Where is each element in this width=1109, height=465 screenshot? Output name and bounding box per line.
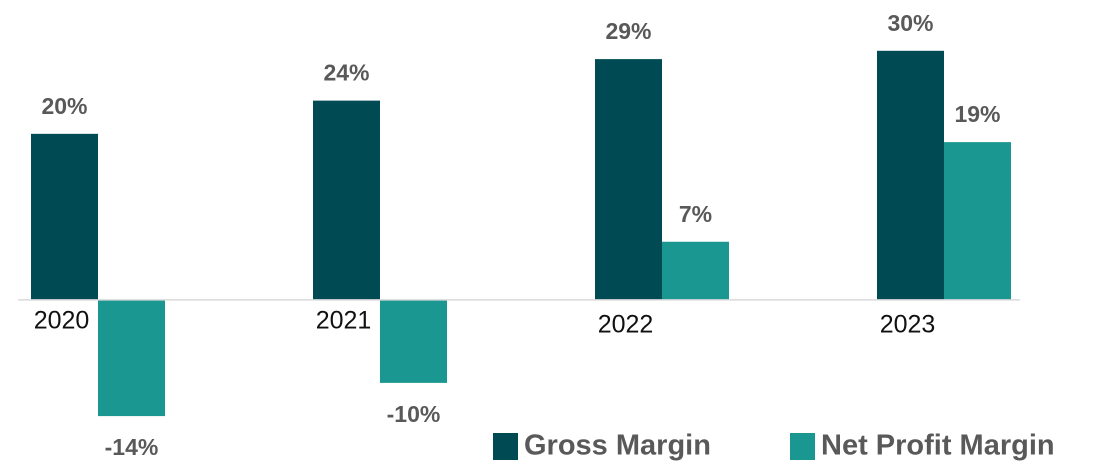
bar [31, 133, 98, 300]
legend-label: Gross Margin [524, 430, 711, 462]
legend-label: Net Profit Margin [821, 430, 1055, 462]
bar [662, 241, 729, 300]
data-label: 7% [679, 201, 712, 227]
bar [944, 142, 1011, 300]
x-tick-label: 2021 [316, 306, 372, 334]
x-tick-label: 2023 [880, 310, 936, 338]
data-label: 24% [323, 60, 369, 86]
data-label: 19% [954, 101, 1000, 127]
data-label: 30% [887, 10, 933, 36]
legend-swatch [493, 433, 518, 460]
data-label: 20% [41, 93, 87, 119]
bar [877, 50, 944, 300]
bar [380, 299, 447, 383]
bar [98, 299, 165, 417]
legend-swatch [790, 433, 815, 460]
data-label: -14% [105, 434, 159, 460]
x-tick-label: 2020 [34, 306, 90, 334]
data-label: 29% [605, 18, 651, 44]
bar [313, 100, 380, 300]
data-label: -10% [387, 401, 441, 427]
bar [595, 59, 662, 300]
x-tick-label: 2022 [598, 310, 654, 338]
